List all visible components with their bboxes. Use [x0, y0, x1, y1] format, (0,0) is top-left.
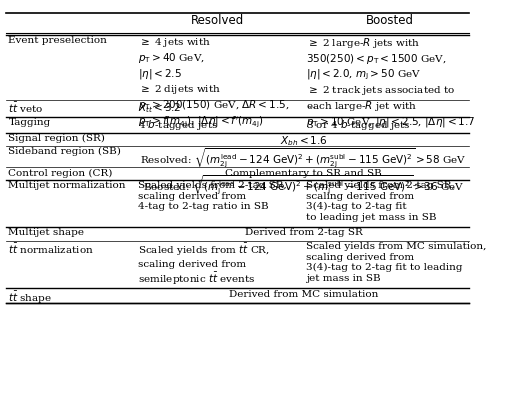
Text: Scaled yields from MC simulation,
scaling derived from
3(4)-tag to 2-tag fit to : Scaled yields from MC simulation, scalin…	[306, 242, 486, 283]
Text: Tagging: Tagging	[8, 118, 51, 127]
Text: Resolved: $\sqrt{(m_{2\mathrm{j}}^{\mathrm{lead}} - 124\ \mathrm{GeV})^2 + (m_{2: Resolved: $\sqrt{(m_{2\mathrm{j}}^{\math…	[140, 147, 467, 197]
Text: $\geq$ 4 jets with
$p_{\mathrm{T}} > 40$ GeV,
$|\eta| < 2.5$
$\geq$ 2 dijets wit: $\geq$ 4 jets with $p_{\mathrm{T}} > 40$…	[138, 36, 290, 129]
Text: $X_{bh} < 1.6$: $X_{bh} < 1.6$	[280, 134, 327, 148]
Text: Scaled yields from 2-tag SR,
scaling derived from
4-tag to 2-tag ratio in SB: Scaled yields from 2-tag SR, scaling der…	[138, 181, 287, 211]
Text: Scaled yields from $t\bar{t}$ CR,
scaling derived from
semileptonic $t\bar{t}$ e: Scaled yields from $t\bar{t}$ CR, scalin…	[138, 242, 270, 287]
Text: 3 or 4 $b$-tagged jets: 3 or 4 $b$-tagged jets	[306, 118, 411, 132]
Text: Derived from 2-tag SR: Derived from 2-tag SR	[245, 228, 362, 237]
Text: Event preselection: Event preselection	[8, 36, 107, 45]
Text: $X_{tt} < 3.2$: $X_{tt} < 3.2$	[138, 101, 181, 115]
Text: Sideband region (SB): Sideband region (SB)	[8, 147, 121, 156]
Text: ...: ...	[306, 101, 316, 110]
Text: $t\bar{t}$ shape: $t\bar{t}$ shape	[8, 289, 52, 306]
Text: Boosted: Boosted	[366, 14, 414, 27]
Text: Derived from MC simulation: Derived from MC simulation	[229, 289, 378, 299]
Text: Scaled yields from 2-tag SR,
scaling derived from
3(4)-tag to 2-tag fit
to leadi: Scaled yields from 2-tag SR, scaling der…	[306, 181, 455, 222]
Text: $\geq$ 2 large-$R$ jets with
$350(250) < p_{\mathrm{T}} < 1500$ GeV,
$|\eta| < 2: $\geq$ 2 large-$R$ jets with $350(250) <…	[306, 36, 475, 129]
Text: Multijet normalization: Multijet normalization	[8, 181, 126, 190]
Text: $t\bar{t}$ normalization: $t\bar{t}$ normalization	[8, 242, 94, 256]
Text: Complementary to SR and SB: Complementary to SR and SB	[225, 169, 382, 177]
Text: $t\bar{t}$ veto: $t\bar{t}$ veto	[8, 101, 44, 115]
Text: Multijet shape: Multijet shape	[8, 228, 84, 237]
Text: Control region (CR): Control region (CR)	[8, 169, 113, 178]
Text: 4 $b$-tagged jets: 4 $b$-tagged jets	[138, 118, 218, 132]
Text: Resolved: Resolved	[191, 14, 244, 27]
Text: Signal region (SR): Signal region (SR)	[8, 134, 105, 143]
